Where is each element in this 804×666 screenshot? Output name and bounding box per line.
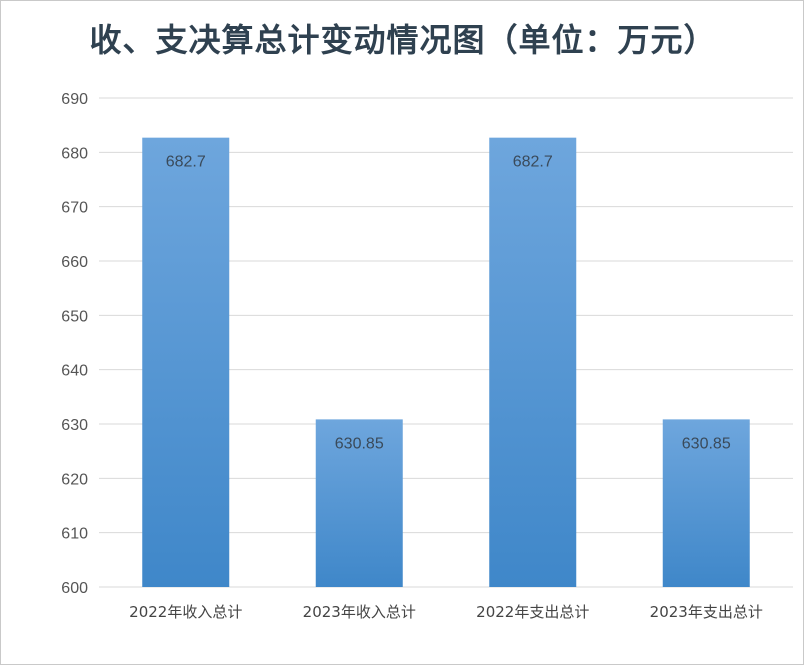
bars xyxy=(142,137,750,587)
x-category-label: 2022年支出总计 xyxy=(476,603,589,621)
y-tick-label: 620 xyxy=(61,471,88,488)
data-label: 682.7 xyxy=(513,154,553,171)
y-tick-label: 630 xyxy=(61,417,88,434)
data-label: 630.85 xyxy=(335,435,384,452)
y-tick-label: 610 xyxy=(61,526,88,543)
x-axis-categories: 2022年收入总计 2023年收入总计 2022年支出总计 2023年支出总计 xyxy=(129,603,763,621)
bar xyxy=(489,137,577,587)
bar xyxy=(662,419,750,587)
chart-title: 收、支决算总计变动情况图（单位：万元） xyxy=(89,21,717,59)
data-label: 682.7 xyxy=(166,154,206,171)
x-category-label: 2023年收入总计 xyxy=(303,603,416,621)
bar xyxy=(315,419,403,587)
x-category-label: 2022年收入总计 xyxy=(129,603,242,621)
x-category-label: 2023年支出总计 xyxy=(650,603,763,621)
y-tick-label: 640 xyxy=(61,363,88,380)
data-label: 630.85 xyxy=(682,435,731,452)
data-labels: 682.7 630.85 682.7 630.85 xyxy=(166,154,731,453)
y-axis-ticks: 600 610 620 630 640 650 660 670 680 690 xyxy=(61,91,88,597)
y-tick-label: 670 xyxy=(61,200,88,217)
y-tick-label: 680 xyxy=(61,145,88,162)
y-tick-label: 690 xyxy=(61,91,88,108)
bar xyxy=(142,137,230,587)
y-tick-label: 650 xyxy=(61,308,88,325)
y-tick-label: 660 xyxy=(61,254,88,271)
y-tick-label: 600 xyxy=(61,580,88,597)
